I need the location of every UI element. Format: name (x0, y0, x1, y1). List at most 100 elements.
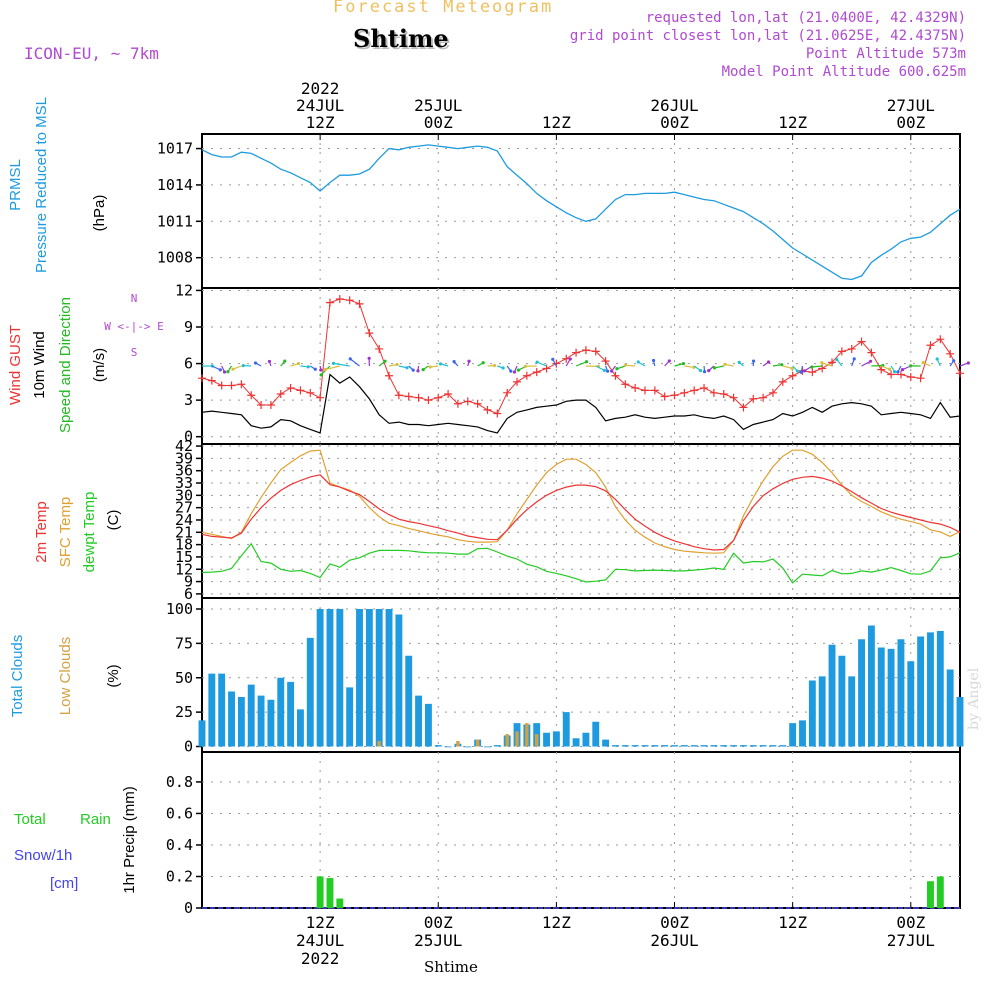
wind-arrow-head (231, 367, 235, 371)
wind-arrow-head (551, 357, 555, 361)
y-tick-label: 1014 (157, 176, 193, 194)
gust-marker (719, 390, 728, 399)
pressure-unit-label: (hPa) (91, 195, 108, 232)
low-cloud-bar (525, 723, 529, 747)
wind-arrow-head (802, 369, 807, 373)
wind-arrow-head (799, 370, 803, 374)
legend-snow: Snow/1h (14, 847, 72, 864)
dewpt-line (201, 542, 961, 584)
gust-marker (887, 370, 896, 379)
gust-marker (946, 349, 955, 358)
total-cloud-bar (572, 738, 580, 747)
footer-location: Shtime (424, 958, 478, 976)
total-cloud-bar (336, 609, 344, 747)
time-label-top: 26JUL (650, 96, 698, 115)
legend-total: Total (14, 811, 46, 828)
wind-arrow-head (610, 369, 614, 373)
total-cloud-bar (592, 721, 600, 747)
y-tick-label: 25 (175, 703, 193, 721)
wind-arrow-head (887, 367, 892, 371)
gust-marker (572, 348, 581, 357)
gust-marker (936, 335, 945, 344)
total-cloud-bar (779, 745, 787, 747)
y-tick-label: 0.2 (166, 867, 193, 885)
gust-marker (237, 380, 246, 389)
wind-arrow-head (421, 368, 425, 372)
wind-arrow-head (331, 361, 336, 365)
y-tick-label: 27 (175, 499, 193, 517)
compass-south: S (131, 346, 138, 359)
precip-axis-label: 1hr Precip (mm) (121, 786, 138, 894)
total-cloud-bar (799, 720, 806, 747)
time-label-bottom: 00Z (660, 913, 689, 932)
time-label-top: 2022 (301, 79, 340, 98)
wind-arrow-head (952, 359, 956, 363)
wind-arrow-head (218, 368, 222, 372)
y-tick-label: 12 (175, 560, 193, 578)
total-cloud-bar (444, 746, 452, 748)
pressure-label-msl: Pressure Reduced to MSL (33, 97, 50, 273)
gust-marker (217, 381, 226, 390)
time-label-top: 12Z (542, 113, 571, 132)
wind-arrow (575, 361, 587, 367)
wind-arrow-head (253, 361, 258, 365)
total-cloud-bar (385, 609, 393, 747)
total-cloud-bar (287, 681, 295, 747)
y-tick-label: 18 (175, 536, 193, 554)
total-cloud-bar (877, 647, 885, 747)
gust-marker (345, 296, 354, 305)
time-label-bottom: 25JUL (414, 931, 462, 950)
wind-arrow-head (584, 360, 589, 364)
gust-marker (601, 357, 610, 366)
gust-marker (808, 368, 817, 377)
wind-arrow-head (416, 369, 420, 373)
gust-marker (434, 393, 443, 402)
total-cloud-bar (395, 614, 403, 747)
temp-2m-label: 2m Temp (33, 501, 50, 562)
wind-arrow-head (790, 366, 794, 370)
gust-marker (828, 358, 837, 367)
y-tick-label: 50 (175, 669, 193, 687)
total-cloud-bar (838, 655, 846, 747)
wind-arrow-head (667, 359, 671, 363)
total-cloud-bar (267, 699, 275, 747)
total-cloud-bar (917, 636, 925, 747)
wind-arrow-head (405, 366, 409, 370)
total-cloud-bar (897, 639, 905, 747)
total-cloud-bar (365, 609, 373, 747)
panel-frame (201, 443, 961, 599)
time-label-bottom: 12Z (306, 913, 335, 932)
gust-marker (316, 393, 325, 402)
wind-arrow-head (699, 368, 703, 373)
gust-marker (847, 344, 856, 353)
y-tick-label: 21 (175, 523, 193, 541)
wind-arrow (821, 362, 833, 367)
total-cloud-bar (887, 648, 895, 747)
clouds-unit-label: (%) (105, 664, 122, 687)
low-clouds-label: Low Clouds (57, 637, 74, 715)
panel-frame (201, 597, 961, 753)
total-cloud-bar (621, 745, 629, 747)
rain-bar (316, 876, 324, 908)
y-tick-label: 0.6 (166, 804, 193, 822)
compass-north: N (131, 292, 138, 305)
wind-arrow-head (492, 363, 497, 368)
gust-marker (749, 394, 758, 403)
rain-bar (936, 876, 944, 908)
dewpt-label: dewpt Temp (81, 492, 98, 573)
total-cloud-bar (375, 609, 383, 747)
y-tick-label: 33 (175, 474, 193, 492)
gust-marker (700, 383, 709, 392)
wind-arrow-head (481, 361, 485, 365)
gust-marker (198, 374, 206, 383)
wind-arrow-head (467, 359, 471, 363)
total-cloud-bar (946, 669, 954, 747)
gust-marker (837, 347, 846, 356)
total-cloud-bar (424, 703, 432, 747)
gust-marker (513, 377, 522, 386)
total-cloud-bar (543, 732, 550, 747)
wind-arrow-head (623, 363, 627, 367)
wind-arrow-head (795, 369, 800, 373)
wind-arrow-head (535, 360, 539, 364)
total-cloud-bar (198, 720, 206, 747)
